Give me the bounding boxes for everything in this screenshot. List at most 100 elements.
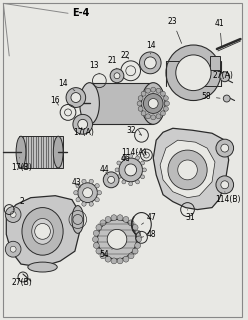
- Text: 114(B): 114(B): [215, 192, 241, 204]
- Circle shape: [117, 258, 123, 264]
- Circle shape: [5, 241, 21, 257]
- Text: 47: 47: [142, 213, 156, 224]
- Circle shape: [128, 220, 134, 226]
- FancyBboxPatch shape: [90, 83, 153, 124]
- Circle shape: [93, 230, 99, 236]
- Circle shape: [117, 215, 123, 221]
- Circle shape: [136, 180, 140, 184]
- Circle shape: [89, 202, 93, 206]
- Circle shape: [163, 106, 168, 111]
- Circle shape: [10, 212, 16, 218]
- Circle shape: [136, 236, 142, 242]
- Ellipse shape: [28, 262, 57, 272]
- Text: 44: 44: [99, 165, 109, 175]
- Circle shape: [178, 160, 197, 180]
- Circle shape: [151, 87, 156, 92]
- Text: 48: 48: [142, 230, 156, 239]
- Text: 14: 14: [58, 79, 75, 91]
- Text: 13: 13: [90, 61, 99, 74]
- Ellipse shape: [72, 206, 84, 233]
- Circle shape: [132, 248, 138, 254]
- Circle shape: [76, 184, 80, 188]
- Circle shape: [89, 179, 93, 184]
- Polygon shape: [6, 196, 80, 267]
- Circle shape: [83, 188, 93, 198]
- Text: 46: 46: [121, 154, 131, 163]
- Circle shape: [10, 246, 16, 252]
- Circle shape: [78, 119, 88, 129]
- Text: E-4: E-4: [72, 8, 89, 18]
- Text: 43: 43: [72, 178, 82, 188]
- Ellipse shape: [53, 136, 63, 168]
- Text: 17(A): 17(A): [73, 127, 94, 137]
- Circle shape: [117, 161, 121, 165]
- Ellipse shape: [142, 83, 165, 124]
- Circle shape: [125, 164, 137, 176]
- Circle shape: [141, 111, 146, 116]
- Circle shape: [76, 197, 80, 202]
- Circle shape: [74, 190, 78, 195]
- Text: 27(B): 27(B): [11, 278, 32, 287]
- Polygon shape: [160, 140, 215, 198]
- Circle shape: [164, 101, 169, 106]
- Circle shape: [141, 161, 145, 165]
- Text: 27(A): 27(A): [212, 71, 233, 80]
- Circle shape: [142, 168, 146, 172]
- Circle shape: [35, 223, 50, 239]
- Circle shape: [122, 180, 126, 184]
- Ellipse shape: [80, 83, 99, 124]
- Circle shape: [100, 220, 106, 226]
- Text: 17(B): 17(B): [11, 158, 32, 172]
- Circle shape: [123, 217, 129, 222]
- Text: 41: 41: [215, 19, 225, 46]
- Circle shape: [138, 106, 143, 111]
- Circle shape: [78, 183, 97, 203]
- Circle shape: [151, 115, 156, 120]
- Circle shape: [128, 253, 134, 259]
- Circle shape: [108, 176, 115, 183]
- Circle shape: [168, 150, 207, 190]
- Ellipse shape: [22, 208, 63, 255]
- Circle shape: [100, 253, 106, 259]
- Circle shape: [137, 101, 142, 106]
- Circle shape: [123, 256, 129, 262]
- Circle shape: [140, 52, 161, 74]
- Circle shape: [148, 99, 158, 108]
- Circle shape: [176, 55, 211, 91]
- Circle shape: [105, 217, 111, 222]
- Circle shape: [146, 114, 151, 119]
- Text: 14: 14: [146, 42, 156, 54]
- Circle shape: [105, 256, 111, 262]
- Circle shape: [95, 184, 99, 188]
- Text: 23: 23: [168, 17, 182, 44]
- Circle shape: [143, 93, 163, 113]
- Circle shape: [111, 258, 117, 264]
- Circle shape: [115, 168, 119, 172]
- Circle shape: [216, 139, 234, 157]
- Circle shape: [160, 111, 165, 116]
- Ellipse shape: [32, 219, 53, 244]
- Circle shape: [82, 202, 86, 206]
- Circle shape: [163, 96, 168, 101]
- Circle shape: [144, 57, 156, 69]
- Circle shape: [73, 114, 93, 134]
- Circle shape: [5, 207, 21, 222]
- Circle shape: [97, 190, 101, 195]
- Text: 22: 22: [121, 52, 130, 60]
- Circle shape: [93, 243, 99, 248]
- Circle shape: [96, 225, 102, 230]
- Circle shape: [160, 91, 165, 96]
- Ellipse shape: [187, 59, 199, 87]
- Text: 2: 2: [13, 197, 24, 210]
- Circle shape: [66, 88, 86, 108]
- Text: 31: 31: [186, 210, 195, 222]
- Circle shape: [107, 229, 127, 249]
- Circle shape: [117, 175, 121, 179]
- Circle shape: [221, 181, 229, 189]
- Circle shape: [71, 92, 81, 102]
- Circle shape: [119, 158, 142, 182]
- Circle shape: [216, 176, 234, 194]
- Circle shape: [135, 243, 141, 248]
- Circle shape: [136, 156, 140, 160]
- Circle shape: [135, 230, 141, 236]
